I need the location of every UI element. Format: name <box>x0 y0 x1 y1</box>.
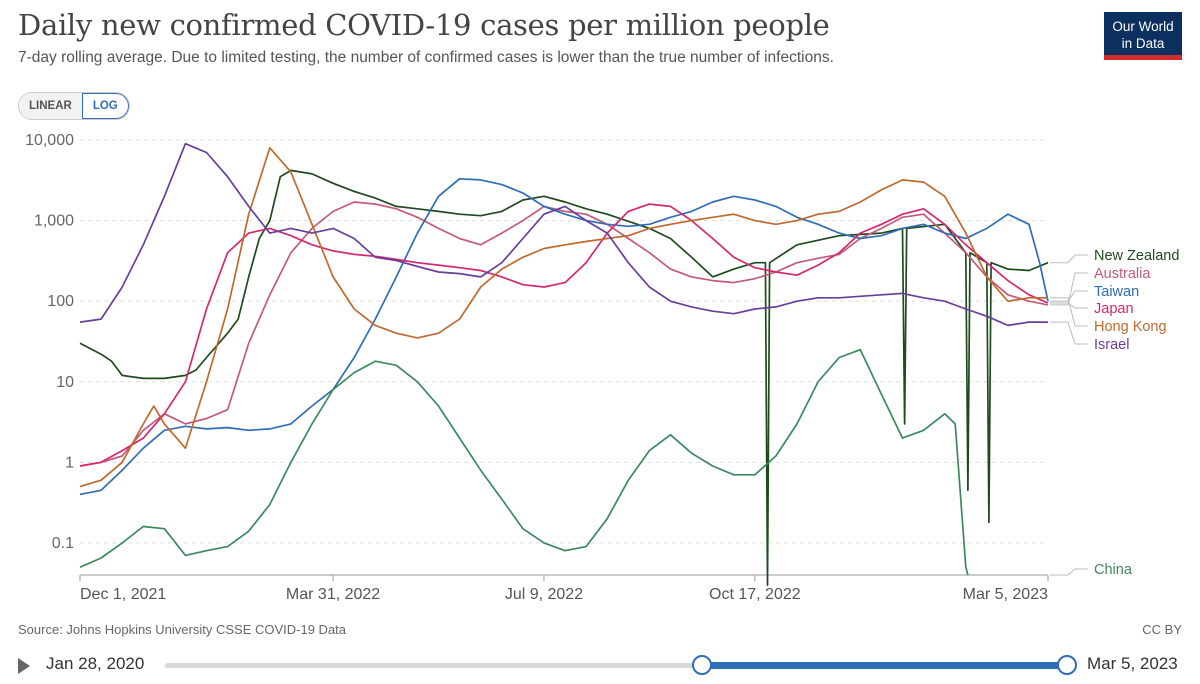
timeline-selected-range[interactable] <box>701 662 1067 669</box>
legend-connector <box>1050 568 1088 576</box>
x-tick-label: Jul 9, 2022 <box>505 586 583 603</box>
logo-red-bar <box>1104 55 1182 60</box>
chart-title: Daily new confirmed COVID-19 cases per m… <box>18 8 830 42</box>
timeline-end-handle[interactable] <box>1057 655 1077 675</box>
timeline[interactable]: Jan 28, 2020 Mar 5, 2023 <box>0 648 1200 682</box>
legend-connector <box>1050 254 1088 264</box>
y-tick-label: 100 <box>47 293 74 310</box>
timeline-start-handle[interactable] <box>691 655 712 675</box>
scale-toggle[interactable]: LINEAR LOG <box>18 92 130 120</box>
series-line-israel <box>79 142 1048 327</box>
legend-connector <box>1050 290 1088 302</box>
linear-scale-button[interactable]: LINEAR <box>19 93 82 119</box>
x-tick-label: Mar 31, 2022 <box>286 586 380 603</box>
legend-label-taiwan: Taiwan <box>1094 284 1139 300</box>
logo-line-2: in Data <box>1121 36 1165 51</box>
y-tick-label: 0.1 <box>52 535 74 552</box>
legend-label-australia: Australia <box>1094 266 1151 282</box>
legend-connector <box>1050 302 1088 309</box>
series-line-hong-kong <box>79 146 1048 488</box>
x-tick-label: Dec 1, 2021 <box>80 586 166 603</box>
timeline-end-label: Mar 5, 2023 <box>1087 654 1178 673</box>
series-line-japan <box>79 203 1049 467</box>
y-tick-label: 10 <box>56 374 74 391</box>
legend-label-hong-kong: Hong Kong <box>1094 319 1167 335</box>
source-note[interactable]: Source: Johns Hopkins University CSSE CO… <box>18 622 347 637</box>
legend-label-japan: Japan <box>1094 301 1134 317</box>
y-tick-label: 1 <box>65 454 74 471</box>
series-line-taiwan <box>79 177 1049 496</box>
legend-connector <box>1050 321 1088 345</box>
play-icon[interactable] <box>18 658 30 674</box>
series-line-china <box>79 348 969 576</box>
timeline-track[interactable] <box>165 663 1067 668</box>
chart-subtitle: 7-day rolling average. Due to limited te… <box>18 49 834 66</box>
timeline-start-label: Jan 28, 2020 <box>46 654 145 673</box>
owid-logo[interactable]: Our World in Data <box>1104 12 1182 60</box>
x-tick-label: Mar 5, 2023 <box>963 586 1048 603</box>
logo-line-1: Our World <box>1112 19 1174 34</box>
license-label[interactable]: CC BY <box>1142 622 1182 637</box>
series-line-new-zealand <box>79 169 1049 586</box>
legend-label-israel: Israel <box>1094 337 1129 353</box>
x-tick-label: Oct 17, 2022 <box>709 586 801 603</box>
series-line-australia <box>79 201 1049 467</box>
y-tick-label: 1,000 <box>34 213 74 230</box>
legend-connector <box>1050 272 1088 306</box>
legend-label-new-zealand: New Zealand <box>1094 248 1179 264</box>
legend-label-china: China <box>1094 562 1133 578</box>
legend-connector <box>1050 297 1088 327</box>
log-scale-button[interactable]: LOG <box>81 93 129 119</box>
line-chart: 0.1 1 10 100 1,000 10,000 Dec 1, 2021 Mar 31, 2… <box>25 132 1179 603</box>
y-tick-label: 10,000 <box>25 132 74 149</box>
